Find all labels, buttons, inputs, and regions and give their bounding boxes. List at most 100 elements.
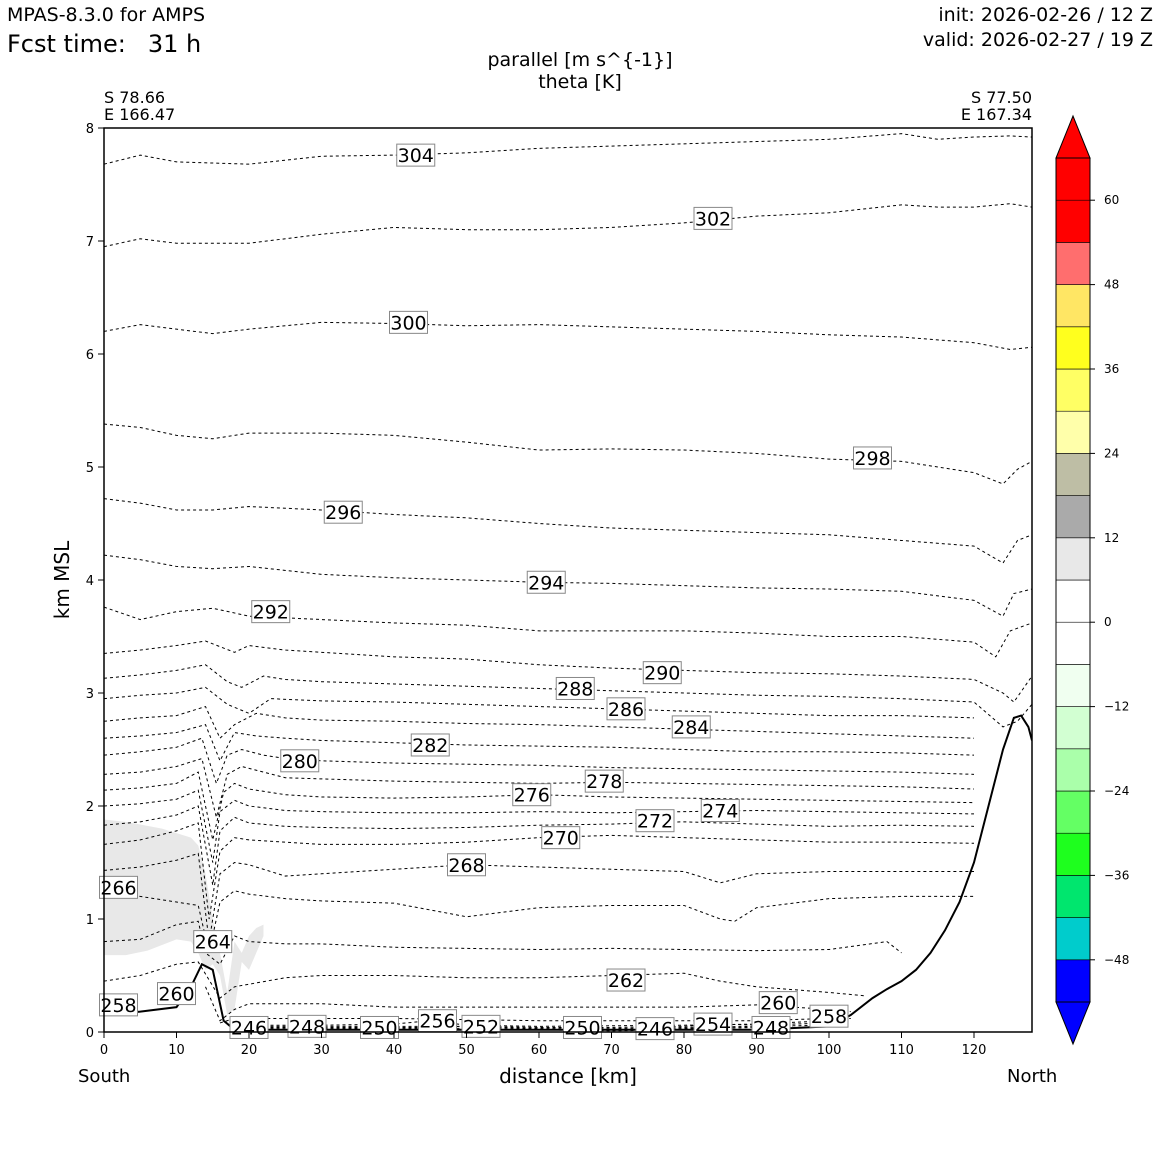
contour-label-252: 252 bbox=[463, 1016, 499, 1038]
contour-label-264-box bbox=[193, 930, 233, 954]
theta-contour-260 bbox=[205, 986, 851, 1022]
theta-contour-290 bbox=[104, 640, 1032, 703]
contour-label-250-box bbox=[360, 1015, 399, 1039]
forecast-time-label: Fcst time: bbox=[7, 30, 126, 58]
right-end-latitude: S 77.50 bbox=[970, 88, 1032, 107]
contour-label-266-box bbox=[99, 875, 138, 899]
y-tick-label: 8 bbox=[86, 122, 94, 137]
theta-contour-302 bbox=[104, 203, 1032, 248]
contour-label-290: 290 bbox=[644, 663, 680, 685]
y-tick-label: 2 bbox=[86, 800, 94, 815]
contour-label-extra-2: 248 bbox=[753, 1017, 789, 1039]
contour-label-extra-0: 250 bbox=[564, 1017, 600, 1039]
contour-label-260-box bbox=[157, 982, 196, 1006]
theta-contour-284 bbox=[104, 705, 975, 740]
theta-contour-282 bbox=[104, 724, 975, 763]
y-tick-label: 6 bbox=[86, 348, 94, 363]
forecast-time: Fcst time: 31 h bbox=[7, 30, 201, 58]
contour-label-extra-1-box bbox=[635, 1017, 675, 1041]
contour-label-extra-4: 258 bbox=[811, 1006, 847, 1028]
chart-subtitle: theta [K] bbox=[538, 71, 622, 93]
y-tick-label: 5 bbox=[86, 461, 94, 476]
shaded-wind-region bbox=[104, 819, 264, 1016]
terrain-line bbox=[104, 714, 1032, 1031]
x-tick-label: 120 bbox=[962, 1043, 987, 1058]
contour-label-300-box bbox=[389, 310, 428, 334]
colorbar-segment bbox=[1055, 242, 1091, 285]
theta-contour-286 bbox=[104, 686, 975, 719]
colorbar-segment bbox=[1055, 368, 1091, 412]
colorbar-segment bbox=[1055, 410, 1091, 454]
theta-contour-254 bbox=[234, 1022, 830, 1028]
colorbar-tick-label: −48 bbox=[1104, 953, 1129, 967]
contour-label-254-box bbox=[693, 1012, 733, 1036]
theta-contour-264 bbox=[104, 920, 902, 965]
colorbar-tick-label: 24 bbox=[1104, 446, 1119, 460]
contour-label-266: 266 bbox=[100, 877, 136, 899]
x-axis-label: distance [km] bbox=[499, 1064, 637, 1088]
x-tick-label: 100 bbox=[817, 1043, 842, 1058]
y-tick-label: 1 bbox=[86, 913, 94, 928]
contour-label-286-box bbox=[606, 697, 646, 721]
colorbar-segment bbox=[1055, 875, 1091, 918]
colorbar-tick-label: −36 bbox=[1104, 868, 1129, 882]
theta-contour-288 bbox=[104, 664, 1032, 728]
colorbar-segment bbox=[1055, 621, 1091, 665]
left-end-longitude: E 166.47 bbox=[104, 105, 176, 124]
contour-label-276-box bbox=[512, 783, 552, 807]
contour-label-294-box bbox=[526, 570, 566, 594]
contour-label-286: 286 bbox=[608, 699, 644, 721]
colorbar-segment bbox=[1055, 790, 1091, 834]
contour-label-262: 262 bbox=[608, 970, 644, 992]
contour-label-282: 282 bbox=[412, 735, 448, 757]
contour-label-284-box bbox=[671, 715, 711, 739]
theta-contour-274 bbox=[104, 789, 975, 863]
colorbar-segment bbox=[1055, 706, 1091, 750]
contour-label-296: 296 bbox=[325, 502, 361, 524]
colorbar-under-arrow bbox=[1055, 1001, 1091, 1046]
contour-label-288: 288 bbox=[557, 678, 593, 700]
contour-label-264: 264 bbox=[195, 932, 231, 954]
contour-label-258: 258 bbox=[100, 995, 136, 1017]
contour-label-254: 254 bbox=[695, 1014, 731, 1036]
theta-contour-276 bbox=[104, 771, 975, 841]
y-axis-label: km MSL bbox=[50, 540, 74, 620]
colorbar-tick-label: 12 bbox=[1104, 531, 1119, 545]
colorbar-segment bbox=[1055, 537, 1091, 581]
contour-label-302-box bbox=[693, 206, 733, 230]
x-tick-label: 60 bbox=[531, 1043, 548, 1058]
theta-contour-272 bbox=[104, 805, 975, 886]
contour-label-280: 280 bbox=[282, 751, 318, 773]
valid-time: valid: 2026-02-27 / 19 Z bbox=[922, 29, 1153, 51]
contour-label-298-box bbox=[853, 446, 892, 470]
contour-label-272-box bbox=[635, 809, 675, 833]
colorbar-segment bbox=[1055, 917, 1091, 961]
colorbar-tick-label: 36 bbox=[1104, 362, 1119, 376]
colorbar-tick-label: −12 bbox=[1104, 700, 1129, 714]
contour-label-304: 304 bbox=[398, 145, 434, 167]
colorbar-tick-label: 60 bbox=[1104, 193, 1119, 207]
forecast-time-value: 31 h bbox=[147, 30, 202, 58]
model-name: MPAS-8.3.0 for AMPS bbox=[7, 4, 206, 26]
contour-label-276: 276 bbox=[514, 785, 550, 807]
y-tick-label: 3 bbox=[86, 687, 94, 702]
contour-label-extra-4-box bbox=[809, 1004, 849, 1028]
colorbar-segment bbox=[1055, 579, 1091, 623]
colorbar-segment bbox=[1055, 748, 1091, 792]
theta-contour-294 bbox=[104, 554, 1032, 617]
theta-contour-300 bbox=[104, 321, 1032, 350]
theta-contour-268 bbox=[104, 852, 974, 942]
contour-label-298: 298 bbox=[854, 448, 890, 470]
contour-label-274-box bbox=[700, 799, 740, 823]
init-time: init: 2026-02-26 / 12 Z bbox=[938, 4, 1153, 26]
contour-label-258-box bbox=[99, 993, 138, 1017]
colorbar-segment bbox=[1055, 453, 1091, 496]
contour-label-292: 292 bbox=[253, 602, 289, 624]
contour-label-extra-3-box bbox=[758, 991, 798, 1015]
south-label: South bbox=[78, 1066, 131, 1087]
contour-label-290-box bbox=[642, 661, 682, 685]
colorbar-segment bbox=[1055, 157, 1091, 201]
theta-contour-296 bbox=[104, 498, 1032, 564]
contour-label-278-box bbox=[584, 769, 624, 793]
